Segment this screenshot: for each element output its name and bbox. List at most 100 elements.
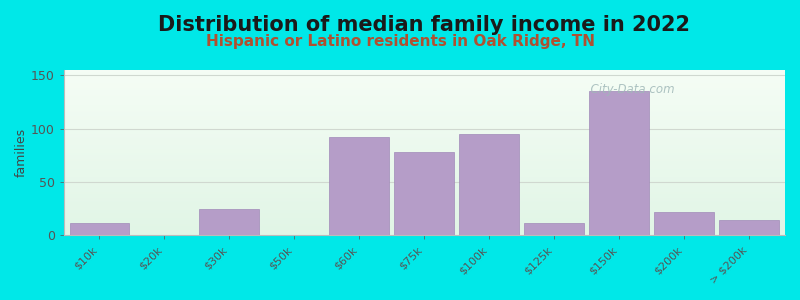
Bar [64, 226, 785, 227]
Bar [64, 183, 785, 184]
Bar [64, 93, 785, 94]
Bar [64, 144, 785, 145]
Bar [64, 207, 785, 208]
Bar [64, 96, 785, 97]
Bar [64, 201, 785, 202]
Bar [64, 137, 785, 138]
Bar [64, 86, 785, 87]
Bar [64, 179, 785, 180]
Bar [64, 80, 785, 81]
Bar [64, 126, 785, 127]
Bar [64, 213, 785, 214]
Bar [64, 182, 785, 183]
Bar [64, 218, 785, 219]
Bar [64, 175, 785, 176]
Bar [64, 130, 785, 131]
Bar [64, 72, 785, 73]
Text: Hispanic or Latino residents in Oak Ridge, TN: Hispanic or Latino residents in Oak Ridg… [206, 34, 594, 49]
Y-axis label: families: families [15, 128, 28, 177]
Bar [64, 164, 785, 165]
Bar [64, 75, 785, 76]
Bar [64, 134, 785, 135]
Title: Distribution of median family income in 2022: Distribution of median family income in … [158, 15, 690, 35]
Bar [64, 230, 785, 231]
Bar [64, 95, 785, 96]
Bar [64, 174, 785, 175]
Bar [64, 159, 785, 160]
Bar [64, 162, 785, 163]
Bar [64, 216, 785, 217]
Bar [64, 199, 785, 200]
Bar [64, 78, 785, 79]
Bar [64, 193, 785, 194]
Bar [525, 223, 584, 236]
Bar [64, 87, 785, 88]
Bar [64, 142, 785, 143]
Bar [64, 206, 785, 207]
Bar [64, 143, 785, 144]
Bar [64, 140, 785, 141]
Bar [64, 167, 785, 168]
Bar [64, 135, 785, 136]
Bar [64, 229, 785, 230]
Bar [64, 110, 785, 111]
Bar [64, 77, 785, 78]
Bar [64, 221, 785, 222]
Bar [64, 180, 785, 181]
Bar [64, 102, 785, 103]
Bar [64, 231, 785, 232]
Bar [64, 133, 785, 134]
Bar [64, 116, 785, 117]
Bar [64, 146, 785, 147]
Bar [64, 113, 785, 114]
Bar [64, 100, 785, 101]
Bar [64, 97, 785, 98]
Bar [64, 196, 785, 197]
Bar [64, 84, 785, 85]
Bar [64, 169, 785, 170]
Bar [330, 137, 390, 236]
Bar [64, 157, 785, 158]
Bar [64, 123, 785, 124]
Bar [64, 166, 785, 167]
Bar [64, 152, 785, 153]
Bar [394, 152, 454, 236]
Bar [64, 227, 785, 228]
Bar [64, 153, 785, 154]
Bar [64, 145, 785, 146]
Bar [64, 184, 785, 185]
Bar [64, 90, 785, 91]
Bar [64, 124, 785, 125]
Bar [199, 209, 259, 236]
Bar [64, 235, 785, 236]
Bar [64, 103, 785, 104]
Bar [64, 198, 785, 199]
Bar [64, 148, 785, 149]
Bar [64, 147, 785, 148]
Bar [719, 220, 779, 236]
Bar [64, 132, 785, 133]
Bar [64, 168, 785, 169]
Bar [64, 205, 785, 206]
Bar [64, 89, 785, 90]
Bar [64, 114, 785, 115]
Bar [64, 161, 785, 162]
Bar [64, 189, 785, 190]
Bar [64, 214, 785, 215]
Bar [64, 91, 785, 92]
Bar [64, 121, 785, 122]
Bar [64, 83, 785, 84]
Bar [64, 217, 785, 218]
Bar [64, 181, 785, 182]
Text: City-Data.com: City-Data.com [583, 83, 674, 96]
Bar [64, 73, 785, 74]
Bar [64, 151, 785, 152]
Bar [64, 92, 785, 93]
Bar [64, 100, 785, 101]
Bar [64, 128, 785, 129]
Bar [64, 204, 785, 205]
Bar [64, 190, 785, 191]
Bar [64, 177, 785, 178]
Bar [64, 127, 785, 128]
Bar [64, 118, 785, 119]
